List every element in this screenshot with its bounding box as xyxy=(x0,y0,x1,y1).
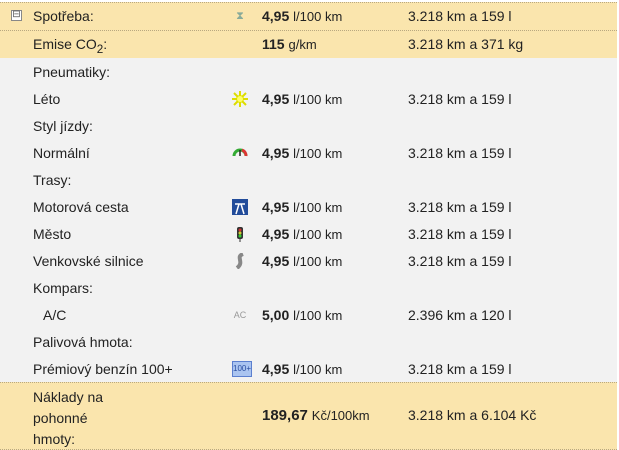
hourglass-icon: ⧗ xyxy=(236,10,244,22)
row-detail: 3.218 km a 159 l xyxy=(408,91,512,107)
breakdown-section: Pneumatiky: Léto 4,95 l/100 km 3.218 km a 1… xyxy=(0,58,617,382)
co2-row: Emise CO2: 115 g/km 3.218 km a 371 kg xyxy=(0,30,617,58)
category-header: Styl jízdy: xyxy=(0,113,617,140)
ac-icon: AC xyxy=(233,310,247,320)
row-value: 4,95 l/100 km xyxy=(262,91,343,107)
row-value: 4,95 l/100 km xyxy=(262,226,343,242)
row-detail: 3.218 km a 159 l xyxy=(408,253,512,269)
breakdown-row: A/C AC 5,00 l/100 km 2.396 km a 120 l xyxy=(0,302,617,329)
row-detail: 3.218 km a 6.104 Kč xyxy=(408,407,537,423)
row-label: Léto xyxy=(33,91,61,107)
row-label: Emise CO2: xyxy=(33,36,108,56)
row-detail: 3.218 km a 159 l xyxy=(408,226,512,242)
fuel-100-icon: 100+ xyxy=(232,361,252,377)
winding-road-icon xyxy=(232,252,248,270)
row-detail: 3.218 km a 159 l xyxy=(408,8,512,24)
category-header: Trasy: xyxy=(0,167,617,194)
row-label: Styl jízdy: xyxy=(33,118,93,134)
row-label: Spotřeba: xyxy=(33,8,94,24)
row-value: 115 g/km xyxy=(262,36,317,52)
category-header: Palivová hmota: xyxy=(0,329,617,356)
row-label: Normální xyxy=(33,145,90,161)
gauge-icon xyxy=(232,145,248,161)
row-label: Venkovské silnice xyxy=(33,253,144,269)
row-detail: 3.218 km a 371 kg xyxy=(408,36,524,52)
row-value: 5,00 l/100 km xyxy=(262,307,343,323)
row-value: 4,95 l/100 km xyxy=(262,145,343,161)
collapse-toggle[interactable]: ⊟ xyxy=(11,9,22,21)
highway-icon xyxy=(232,199,248,215)
row-value: 189,67 Kč/100km xyxy=(262,407,370,424)
breakdown-row: Město 4,95 l/100 km 3.218 km a 159 l xyxy=(0,221,617,248)
row-detail: 3.218 km a 159 l xyxy=(408,361,512,377)
breakdown-row: Normální 4,95 l/100 km 3.218 km a 159 l xyxy=(0,140,617,167)
row-value: 4,95 l/100 km xyxy=(262,8,343,24)
row-label: Pneumatiky: xyxy=(33,64,111,80)
row-label: Prémiový benzín 100+ xyxy=(33,361,173,377)
breakdown-row: Venkovské silnice 4,95 l/100 km 3.218 km a… xyxy=(0,248,617,275)
row-detail: 3.218 km a 159 l xyxy=(408,145,512,161)
breakdown-row: Prémiový benzín 100+ 100+ 4,95 l/100 km 3.2… xyxy=(0,356,617,383)
cost-row: Náklady na pohonné hmoty: 189,67 Kč/100km … xyxy=(0,382,617,450)
row-detail: 3.218 km a 159 l xyxy=(408,199,512,215)
row-value: 4,95 l/100 km xyxy=(262,199,343,215)
breakdown-row: Motorová cesta 4,95 l/100 km 3.218 km a 15… xyxy=(0,194,617,221)
row-label: Trasy: xyxy=(33,172,72,188)
row-label: Kompars: xyxy=(33,280,93,296)
row-label: Motorová cesta xyxy=(33,199,129,215)
category-header: Pneumatiky: xyxy=(0,59,617,86)
traffic-light-icon xyxy=(232,226,248,242)
row-detail: 2.396 km a 120 l xyxy=(408,307,512,323)
consumption-row: ⊟ Spotřeba: ⧗ 4,95 l/100 km 3.218 km a 1… xyxy=(0,2,617,30)
sun-icon xyxy=(232,91,248,107)
category-header: Kompars: xyxy=(0,275,617,302)
breakdown-row: Léto 4,95 l/100 km 3.218 km a 159 l xyxy=(0,86,617,113)
row-value: 4,95 l/100 km xyxy=(262,361,343,377)
row-label: Palivová hmota: xyxy=(33,334,133,350)
row-label: Město xyxy=(33,226,72,242)
row-label: A/C xyxy=(43,307,67,323)
row-value: 4,95 l/100 km xyxy=(262,253,343,269)
row-label: Náklady na pohonné hmoty: xyxy=(33,389,104,447)
